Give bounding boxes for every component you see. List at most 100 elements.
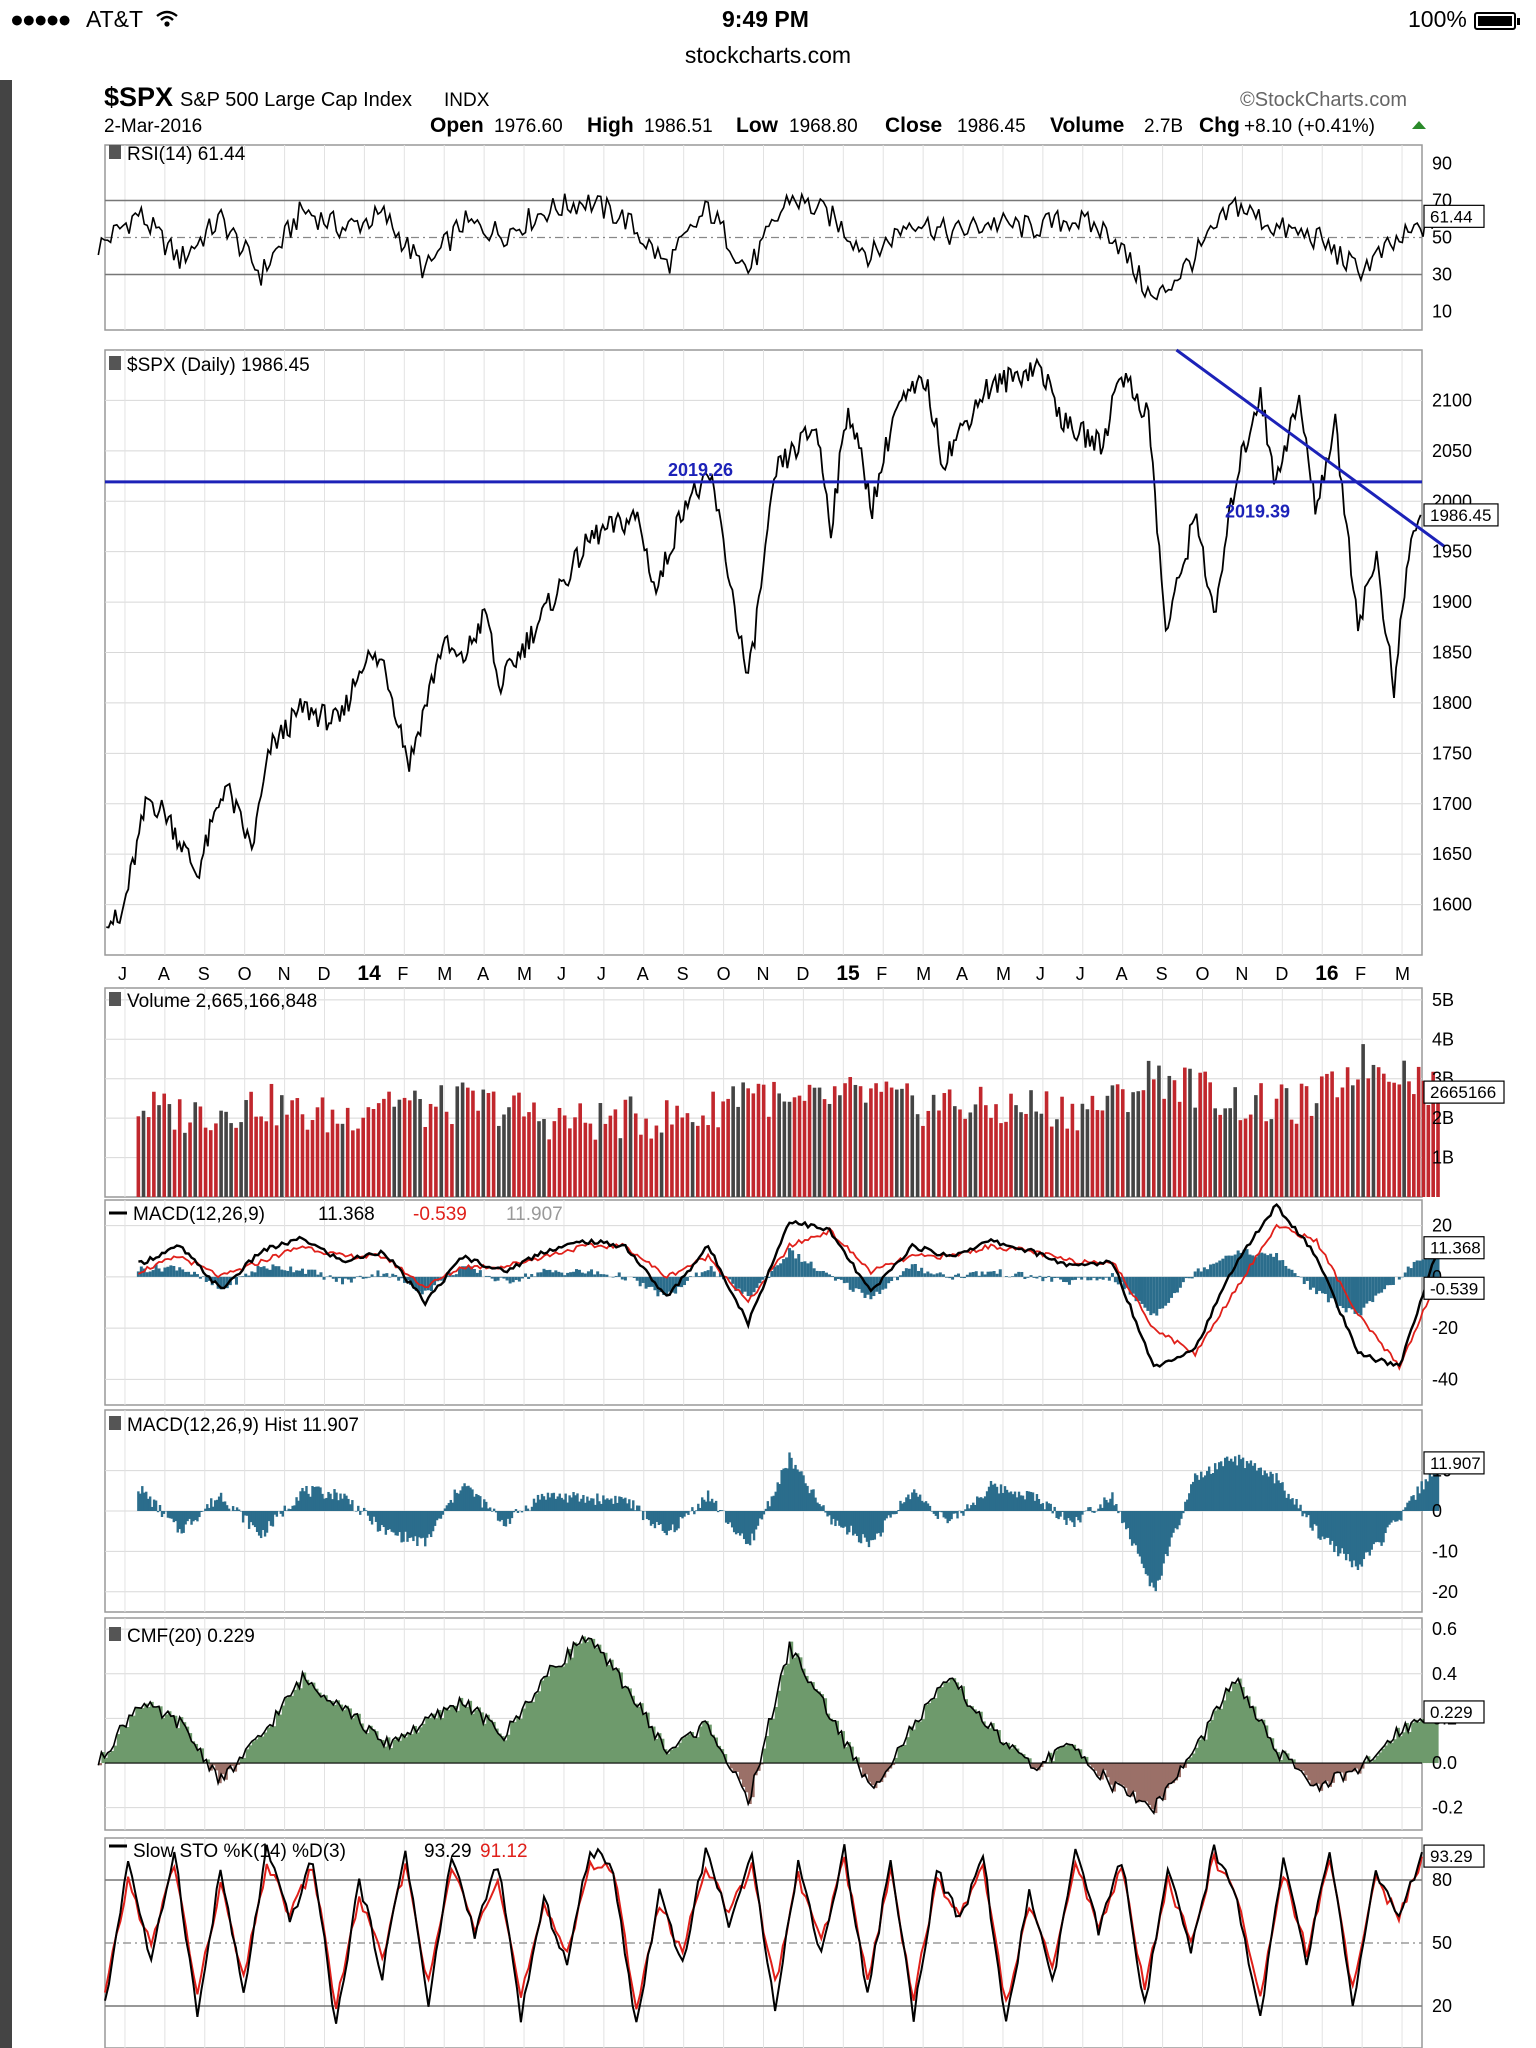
volume-bar — [644, 1118, 648, 1197]
macd-hist-bar — [956, 1511, 959, 1519]
macd-hist-bar — [1193, 1473, 1197, 1511]
macd-hist-bar — [1099, 1504, 1102, 1511]
macd-hist-bar — [611, 1276, 615, 1278]
volume-bar — [1085, 1109, 1090, 1197]
cmf-area — [690, 1731, 694, 1764]
volume-bar — [290, 1100, 294, 1197]
cmf-area — [1219, 1708, 1224, 1764]
macd-hist-bar — [1045, 1501, 1048, 1511]
macd-hist-bar — [527, 1276, 531, 1279]
volume-title: Volume 2,665,166,848 — [127, 991, 317, 1012]
macd-hist-bar — [1038, 1275, 1042, 1277]
macd-hist-bar — [331, 1499, 334, 1511]
macd-hist-bar — [1259, 1467, 1262, 1511]
macd-hist-bar — [441, 1511, 445, 1515]
cmf-area — [597, 1644, 602, 1764]
macd-hist-bar — [1174, 1511, 1177, 1529]
macd-hist-bar — [566, 1502, 569, 1511]
volume-bar — [958, 1109, 962, 1197]
volume-bar — [167, 1104, 172, 1197]
macd-hist-bar — [1167, 1276, 1171, 1303]
macd-hist-bar — [1065, 1511, 1068, 1525]
macd-hist-bar — [289, 1509, 292, 1511]
macd-hist-bar — [1412, 1495, 1415, 1511]
downtrend-line — [1175, 348, 1446, 548]
volume-bar — [1039, 1113, 1044, 1197]
cmf-area — [1261, 1719, 1266, 1764]
url-text[interactable]: stockcharts.com — [684, 42, 852, 68]
macd-hist-bar — [928, 1505, 932, 1511]
macd-hist-bar — [259, 1267, 263, 1277]
cmf-area — [1072, 1744, 1077, 1764]
macd-hist-bar — [1321, 1511, 1324, 1537]
macd-hist-bar — [274, 1266, 278, 1277]
carrier-name: AT&T — [86, 6, 144, 32]
volume-bar — [1070, 1103, 1075, 1197]
cmf-area — [952, 1678, 957, 1764]
macd-hist-bar — [645, 1511, 649, 1520]
cmf-area — [1201, 1736, 1205, 1764]
cmf-area — [110, 1750, 115, 1764]
macd-hist-bar — [1359, 1276, 1363, 1316]
macd-hist-bar — [857, 1276, 861, 1290]
macd-hist-bar — [349, 1504, 352, 1511]
macd-hist-bar — [1315, 1511, 1318, 1526]
volume-bar — [1198, 1072, 1202, 1197]
cmf-area — [354, 1714, 358, 1764]
cmf-area — [1225, 1688, 1230, 1764]
macd-hist-bar — [1014, 1273, 1018, 1277]
volume-bar — [1243, 1118, 1248, 1197]
macd-hist-bar — [1144, 1511, 1148, 1575]
macd-hist-bar — [1180, 1511, 1183, 1519]
macd-hist-bar — [1209, 1473, 1213, 1511]
macd-hist-bar — [265, 1268, 269, 1277]
volume-bar — [623, 1099, 628, 1197]
volume-bar — [418, 1099, 422, 1197]
macd-hist-bar — [659, 1276, 663, 1293]
cmf-area — [1241, 1687, 1245, 1764]
volume-bar — [999, 1123, 1003, 1197]
x-axis-month-label: A — [158, 964, 170, 984]
macd-hist-bar — [367, 1276, 371, 1278]
macd-hist-bar — [806, 1263, 810, 1277]
volume-bar — [879, 1091, 884, 1197]
cmf-area — [949, 1678, 954, 1764]
macd-hist-bar — [313, 1269, 317, 1277]
macd-hist-bar — [704, 1501, 708, 1511]
macd-hist-bar — [630, 1508, 633, 1511]
cmf-area — [1346, 1763, 1350, 1773]
volume-bar — [706, 1125, 710, 1197]
volume-bar — [802, 1100, 807, 1197]
macd-hist-bar — [1421, 1259, 1425, 1277]
cmf-area — [498, 1733, 502, 1764]
macd-hist-bar — [241, 1276, 245, 1277]
macd-hist-bar — [1197, 1479, 1201, 1511]
macd-hist-bar — [1109, 1498, 1112, 1511]
macd-hist-bar — [881, 1511, 884, 1533]
macd-hist-bar — [1428, 1474, 1432, 1511]
cmf-area — [1258, 1721, 1263, 1764]
macd-hist-bar — [368, 1511, 372, 1522]
macd-hist-bar — [217, 1496, 221, 1511]
volume-bar — [675, 1105, 679, 1197]
volume-bar — [1167, 1075, 1172, 1197]
volume-bar — [1233, 1087, 1237, 1197]
macd-hist-bar — [198, 1276, 202, 1279]
macd-hist-bar — [455, 1492, 458, 1511]
cmf-area — [206, 1759, 210, 1764]
macd-hist-bar — [166, 1266, 170, 1277]
cmf-area — [264, 1732, 268, 1764]
macd-hist-bar — [471, 1489, 474, 1511]
url-bar[interactable]: stockcharts.com — [0, 40, 1536, 80]
cmf-area — [1087, 1763, 1092, 1765]
cmf-area — [1033, 1763, 1038, 1769]
macd-hist-bar — [154, 1264, 158, 1277]
volume-bar — [1309, 1115, 1314, 1197]
macd-hist-bar — [586, 1496, 589, 1511]
macd-hist-bar — [570, 1497, 573, 1511]
cmf-area — [988, 1728, 992, 1764]
macd-hist-bar — [1041, 1276, 1045, 1282]
macd-hist-bar — [449, 1499, 453, 1511]
macd-hist-bar — [970, 1505, 973, 1511]
macd-hist-bar — [917, 1271, 921, 1277]
